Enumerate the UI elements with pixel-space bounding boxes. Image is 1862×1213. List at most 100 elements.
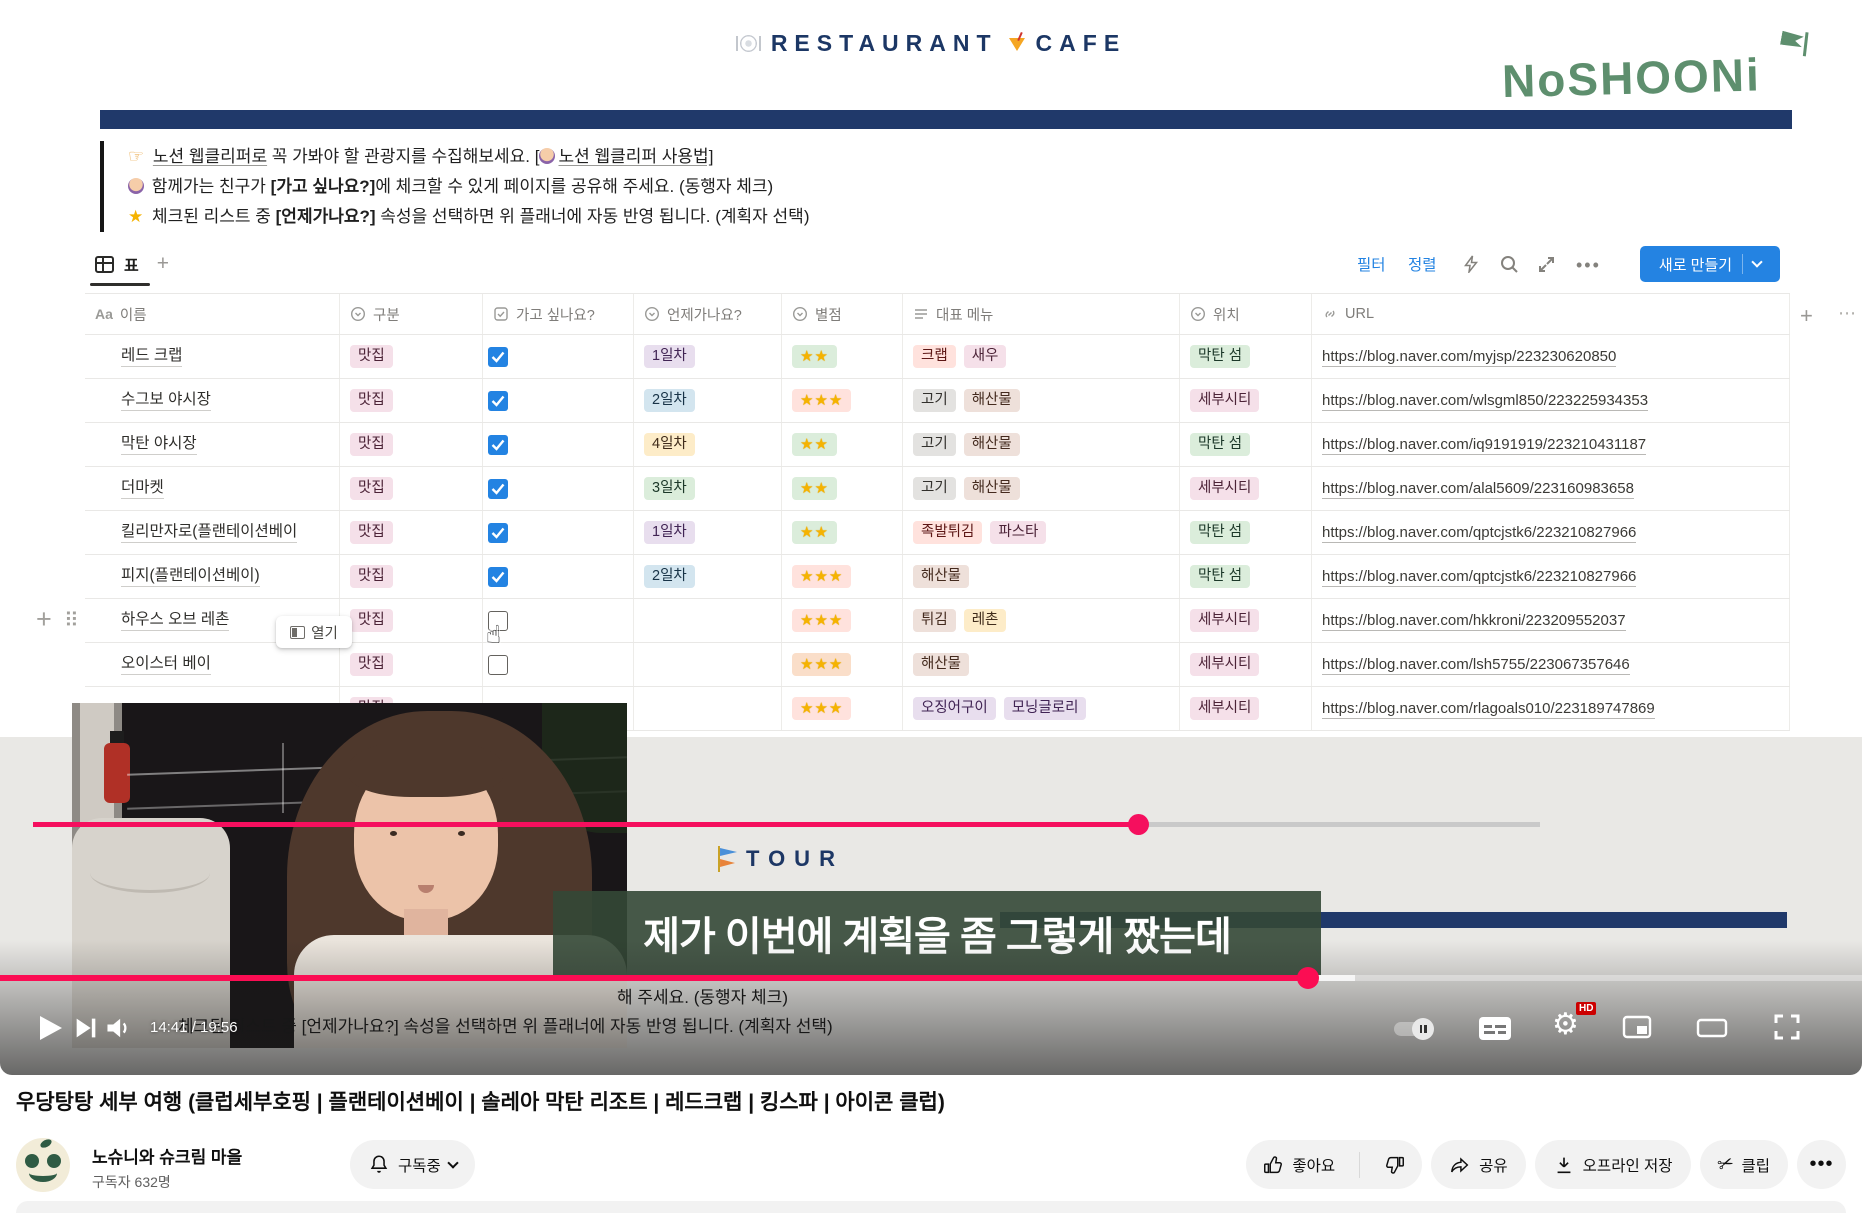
like-button[interactable]: 좋아요: [1246, 1140, 1351, 1189]
dislike-button[interactable]: [1368, 1140, 1422, 1189]
cell-day[interactable]: [634, 687, 782, 730]
table-corner-more-icon[interactable]: ⋯: [1838, 303, 1857, 323]
checkbox-unchecked[interactable]: [488, 654, 508, 675]
cell-checkbox[interactable]: [483, 687, 634, 730]
more-actions-button[interactable]: •••: [1797, 1140, 1846, 1189]
cell-location[interactable]: 막탄 섬: [1180, 555, 1312, 598]
view-tab-table[interactable]: 표 +: [95, 252, 169, 276]
cell-rating[interactable]: ★★★: [782, 599, 903, 642]
checkbox-unchecked[interactable]: [488, 610, 508, 631]
cell-category[interactable]: 맛집: [340, 511, 483, 554]
drag-handle-icon[interactable]: ⠿: [64, 610, 79, 632]
cell-location[interactable]: 막탄 섬: [1180, 335, 1312, 378]
cell-rating[interactable]: ★★★: [782, 379, 903, 422]
channel-name[interactable]: 노슈니와 슈크림 마을: [92, 1148, 243, 1167]
checkbox-checked[interactable]: [488, 566, 508, 587]
cell-day[interactable]: 2일차: [634, 379, 782, 422]
clip-button[interactable]: ✂ 클립: [1699, 1140, 1788, 1189]
next-button[interactable]: [72, 1014, 100, 1042]
cell-rating[interactable]: ★★★: [782, 687, 903, 730]
cell-location[interactable]: 세부시티: [1180, 687, 1312, 730]
cell-checkbox[interactable]: [483, 379, 634, 422]
cell-rating[interactable]: ★★★: [782, 555, 903, 598]
column-header[interactable]: 언제가나요?: [634, 294, 782, 334]
cell-checkbox[interactable]: [483, 423, 634, 466]
cell-rating[interactable]: ★★: [782, 335, 903, 378]
cell-url[interactable]: https://blog.naver.com/qptcjstk6/2232108…: [1312, 511, 1790, 554]
open-page-button[interactable]: 열기: [276, 616, 352, 648]
add-row-button[interactable]: +: [36, 604, 52, 634]
cell-location[interactable]: 세부시티: [1180, 379, 1312, 422]
cell-name[interactable]: 수그보 야시장: [85, 379, 340, 422]
cell-menu[interactable]: 고기 해산물: [903, 467, 1180, 510]
cell-category[interactable]: 맛집: [340, 599, 483, 642]
automation-bolt-icon[interactable]: [1463, 255, 1480, 273]
cell-location[interactable]: 세부시티: [1180, 467, 1312, 510]
cell-name[interactable]: 오이스터 베이: [85, 643, 340, 686]
cell-location[interactable]: 막탄 섬: [1180, 511, 1312, 554]
cell-url[interactable]: https://blog.naver.com/iq9191919/2232104…: [1312, 423, 1790, 466]
cell-rating[interactable]: ★★: [782, 511, 903, 554]
cell-url[interactable]: https://blog.naver.com/myjsp/22323062085…: [1312, 335, 1790, 378]
cell-day[interactable]: [634, 599, 782, 642]
cell-checkbox[interactable]: [483, 511, 634, 554]
cell-url[interactable]: https://blog.naver.com/rlagoals010/22318…: [1312, 687, 1790, 730]
expand-icon[interactable]: [1537, 255, 1556, 274]
cell-checkbox[interactable]: [483, 335, 634, 378]
checkbox-checked[interactable]: [488, 522, 508, 543]
cell-day[interactable]: 1일차: [634, 335, 782, 378]
cell-menu[interactable]: 족발튀김 파스타: [903, 511, 1180, 554]
column-header[interactable]: URL: [1312, 294, 1790, 334]
checkbox-checked[interactable]: [488, 434, 508, 455]
cell-menu[interactable]: 해산물: [903, 555, 1180, 598]
cell-checkbox[interactable]: [483, 467, 634, 510]
add-view-button[interactable]: +: [156, 252, 169, 275]
column-header[interactable]: 위치: [1180, 294, 1312, 334]
settings-gear-icon[interactable]: ⚙: [1552, 1008, 1579, 1041]
autoplay-toggle[interactable]: [1394, 1018, 1434, 1040]
column-header[interactable]: 구분: [340, 294, 483, 334]
download-button[interactable]: 오프라인 저장: [1534, 1140, 1691, 1189]
cell-menu[interactable]: 해산물: [903, 643, 1180, 686]
play-button[interactable]: [32, 1008, 68, 1048]
video-player[interactable]: RESTAURANT CAFE NoSHOONi ☞ 노션 웹클리퍼로 꼭 가봐…: [0, 0, 1862, 1075]
cell-location[interactable]: 세부시티: [1180, 599, 1312, 642]
cell-menu[interactable]: 고기 해산물: [903, 379, 1180, 422]
cell-url[interactable]: https://blog.naver.com/wlsgml850/2232259…: [1312, 379, 1790, 422]
cell-rating[interactable]: ★★: [782, 423, 903, 466]
webclipper-link[interactable]: [노션 웹클리퍼 사용법]: [534, 147, 714, 166]
cell-name[interactable]: 막탄 야시장: [85, 423, 340, 466]
column-header[interactable]: 가고 싶나요?: [483, 294, 634, 334]
cell-checkbox[interactable]: [483, 599, 634, 642]
cell-menu[interactable]: 튀김 레촌: [903, 599, 1180, 642]
cell-checkbox[interactable]: [483, 643, 634, 686]
cell-day[interactable]: 3일차: [634, 467, 782, 510]
cell-location[interactable]: 막탄 섬: [1180, 423, 1312, 466]
fullscreen-icon[interactable]: [1772, 1012, 1802, 1042]
new-entry-button[interactable]: 새로 만들기: [1640, 246, 1780, 282]
cell-location[interactable]: 세부시티: [1180, 643, 1312, 686]
description-box-top[interactable]: [16, 1201, 1846, 1213]
cell-category[interactable]: 맛집: [340, 467, 483, 510]
cell-day[interactable]: 1일차: [634, 511, 782, 554]
volume-icon[interactable]: [104, 1014, 134, 1042]
filter-button[interactable]: 필터: [1357, 257, 1386, 274]
cell-url[interactable]: https://blog.naver.com/lsh5755/223067357…: [1312, 643, 1790, 686]
cell-category[interactable]: 맛집: [340, 555, 483, 598]
cell-checkbox[interactable]: [483, 555, 634, 598]
checkbox-checked[interactable]: [488, 346, 508, 367]
cell-day[interactable]: [634, 643, 782, 686]
cell-category[interactable]: 맛집: [340, 423, 483, 466]
cell-menu[interactable]: 고기 해산물: [903, 423, 1180, 466]
theater-mode-icon[interactable]: [1696, 1016, 1728, 1040]
cell-name[interactable]: 킬리만자로(플랜테이션베이: [85, 511, 340, 554]
progress-scrubber[interactable]: [1297, 967, 1319, 989]
more-options-icon[interactable]: •••: [1576, 255, 1601, 275]
sort-button[interactable]: 정렬: [1408, 257, 1437, 274]
subscribed-button[interactable]: 구독중: [350, 1140, 475, 1189]
cell-category[interactable]: 맛집: [340, 379, 483, 422]
share-button[interactable]: 공유: [1431, 1140, 1526, 1189]
cell-category[interactable]: 맛집: [340, 643, 483, 686]
cell-name[interactable]: 피지(플랜테이션베이): [85, 555, 340, 598]
cell-name[interactable]: 레드 크랩: [85, 335, 340, 378]
